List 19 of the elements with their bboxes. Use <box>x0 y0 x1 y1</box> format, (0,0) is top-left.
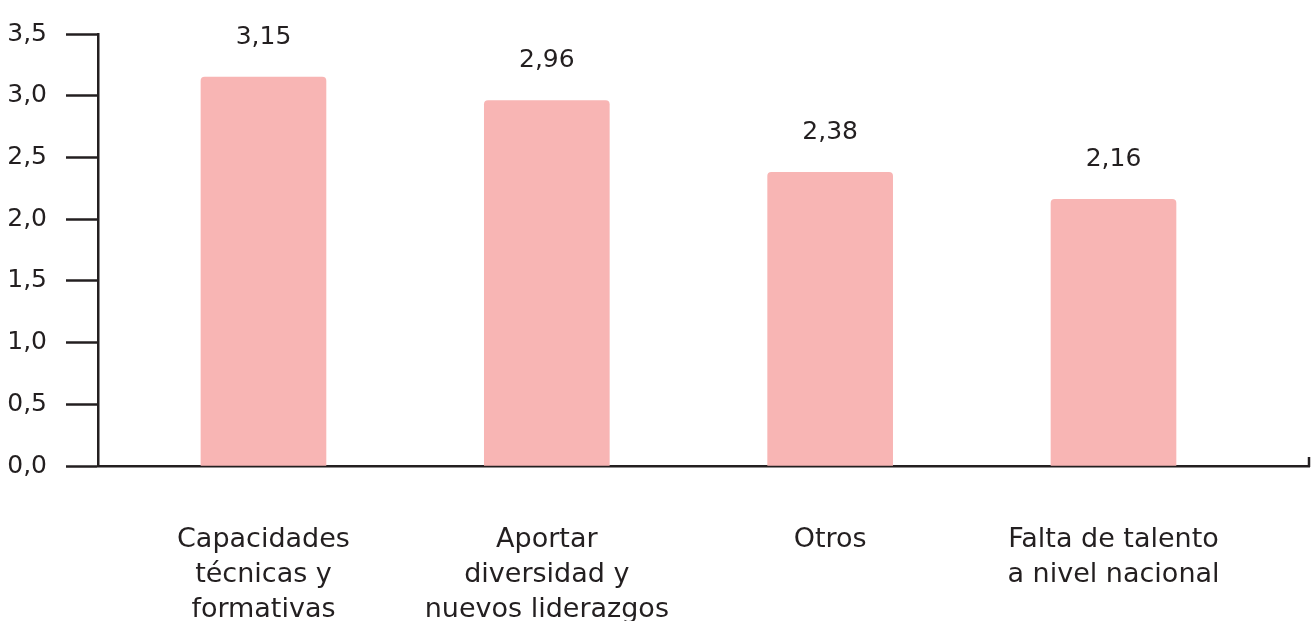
y-tick-label: 0,0 <box>7 449 47 479</box>
bar <box>483 100 610 466</box>
data-label: 3,15 <box>235 20 292 50</box>
bar <box>1050 199 1177 466</box>
y-tick-label: 1,0 <box>7 326 47 356</box>
x-tick-label: Falta de talento a nivel nacional <box>1007 521 1220 588</box>
x-tick-label: Otros <box>793 521 867 553</box>
data-label: 2,16 <box>1085 142 1142 172</box>
bar <box>767 171 893 466</box>
y-tick-label: 0,5 <box>7 387 47 417</box>
y-tick-label: 2,0 <box>7 202 47 232</box>
x-tick-label: Capacidades técnicas y formativas <box>177 521 350 621</box>
y-tick-label: 3,0 <box>7 79 47 109</box>
y-tick-label: 1,5 <box>7 264 47 294</box>
y-tick-label: 3,5 <box>7 17 47 47</box>
data-label: 2,38 <box>802 115 858 145</box>
bar <box>200 76 327 466</box>
data-label: 2,96 <box>518 44 575 74</box>
y-tick-label: 2,5 <box>7 140 47 170</box>
